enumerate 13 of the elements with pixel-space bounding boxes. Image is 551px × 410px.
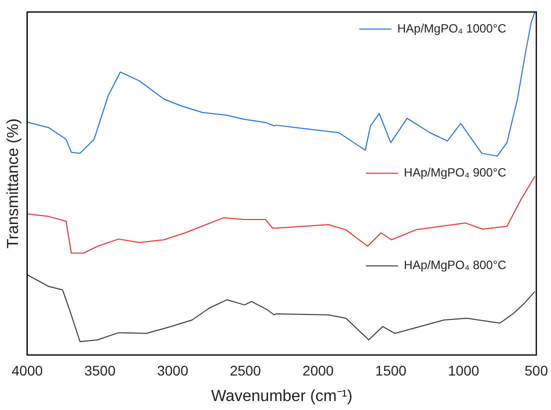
y-axis-title: Transmittance (%)	[5, 118, 22, 249]
x-tick-label: 1500	[375, 362, 407, 378]
x-tick-label: 2500	[230, 362, 262, 378]
x-tick-label: 3500	[84, 362, 116, 378]
x-tick-label: 1000	[448, 362, 480, 378]
x-tick-label: 4000	[12, 362, 43, 378]
x-tick-label: 2000	[302, 362, 334, 378]
legend-label: HAp/MgPO₄ 900°C	[404, 166, 507, 180]
x-axis-title: Wavenumber (cm⁻¹)	[211, 388, 352, 405]
x-tick-label: 3000	[157, 362, 188, 378]
legend-label: HAp/MgPO₄ 1000°C	[397, 21, 507, 36]
x-tick-label: 500	[524, 362, 548, 378]
legend-label: HAp/MgPO₄ 800°C	[404, 258, 507, 272]
